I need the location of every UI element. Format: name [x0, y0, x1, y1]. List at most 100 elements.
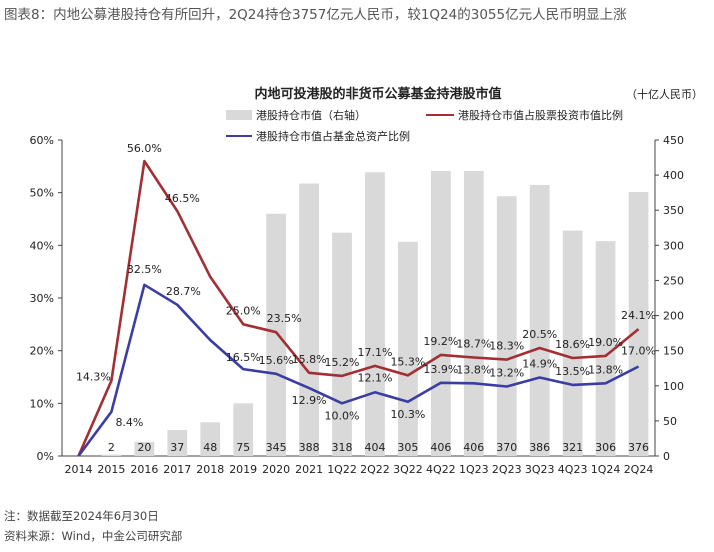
- line2-value-label: 32.5%: [127, 263, 162, 276]
- x-tick-label: 3Q23: [525, 463, 555, 476]
- x-tick-label: 2019: [229, 463, 257, 476]
- series-line-2: [77, 283, 640, 457]
- line1-value-label: 18.7%: [456, 338, 491, 351]
- right-tick-label: 450: [663, 134, 684, 147]
- bar: [167, 430, 188, 456]
- bar-value-label: 404: [364, 441, 385, 454]
- bar-value-label: 2: [108, 441, 115, 454]
- bar-value-label: 370: [496, 441, 517, 454]
- bar: [430, 170, 451, 457]
- line2-value-label: 13.8%: [588, 363, 623, 376]
- x-tick-label: 1Q23: [459, 463, 489, 476]
- right-tick-label: 200: [663, 310, 684, 323]
- bar: [628, 191, 649, 456]
- left-tick-label: 10%: [30, 397, 54, 410]
- bar: [398, 241, 418, 456]
- right-tick-label: 0: [663, 450, 670, 463]
- bar-value-label: 386: [529, 441, 550, 454]
- line2-value-label: 13.8%: [456, 363, 491, 376]
- x-tick-label: 2016: [130, 463, 158, 476]
- line2-value-label: 15.6%: [259, 354, 294, 367]
- right-tick-label: 50: [663, 415, 677, 428]
- line1-value-label: 15.3%: [390, 355, 425, 368]
- x-tick-label: 2021: [295, 463, 323, 476]
- bar-value-label: 406: [463, 441, 484, 454]
- legend-bar-label: 港股持仓市值（右轴）: [256, 108, 366, 122]
- line1-value-label: 46.5%: [165, 192, 200, 205]
- line1-value-label: 14.3%: [76, 371, 111, 384]
- line1-value-label: 19.0%: [588, 336, 623, 349]
- bar: [463, 170, 484, 457]
- left-tick-label: 60%: [30, 134, 54, 147]
- x-tick-label: 4Q23: [558, 463, 588, 476]
- bar-value-label: 37: [170, 441, 184, 454]
- bar: [496, 196, 517, 456]
- line1-value-label: 23.5%: [267, 312, 302, 325]
- right-tick-label: 300: [663, 239, 684, 252]
- bar: [101, 454, 122, 456]
- chart-container: 内地可投港股的非货币公募基金持港股市值 （十亿人民币） 港股持仓市值（右轴） 港股持仓…: [0, 70, 714, 500]
- bar-value-label: 345: [266, 441, 287, 454]
- line2-value-label: 8.4%: [115, 416, 143, 429]
- x-tick-label: 2014: [64, 463, 92, 476]
- x-tick-label: 2Q24: [624, 463, 654, 476]
- line2-value-label: 13.9%: [423, 363, 458, 376]
- right-tick-label: 400: [663, 169, 684, 182]
- x-tick-label: 2015: [97, 463, 125, 476]
- bar: [200, 422, 221, 456]
- line1-value-label: 19.2%: [423, 335, 458, 348]
- right-tick-label: 350: [663, 204, 684, 217]
- bar-value-label: 305: [397, 441, 418, 454]
- bar: [595, 241, 616, 456]
- chart-svg: 内地可投港股的非货币公募基金持港股市值 （十亿人民币） 港股持仓市值（右轴） 港股持仓…: [30, 86, 703, 476]
- x-tick-label: 4Q22: [426, 463, 456, 476]
- line1-value-label: 18.6%: [555, 338, 590, 351]
- bar: [529, 184, 550, 456]
- line2-value-label: 13.5%: [555, 365, 590, 378]
- series-line-1: [77, 159, 640, 457]
- right-tick-label: 100: [663, 380, 684, 393]
- left-tick-label: 20%: [30, 345, 54, 358]
- bar-value-label: 306: [595, 441, 616, 454]
- line2-value-label: 17.0%: [621, 344, 656, 357]
- right-tick-label: 150: [663, 345, 684, 358]
- x-tick-label: 3Q22: [393, 463, 423, 476]
- line1-value-label: 25.0%: [226, 304, 261, 317]
- chart-title: 内地可投港股的非货币公募基金持港股市值: [254, 86, 501, 102]
- line2-value-label: 28.7%: [166, 285, 201, 298]
- x-tick-label: 1Q24: [591, 463, 621, 476]
- bar: [266, 213, 287, 456]
- line2-value-label: 14.9%: [522, 358, 557, 371]
- line2-value-label: 12.1%: [357, 371, 392, 384]
- line1-value-label: 18.3%: [489, 340, 524, 353]
- data-source: 资料来源：Wind，中金公司研究部: [4, 529, 183, 543]
- unit-label: （十亿人民币）: [626, 87, 703, 101]
- line1-value-label: 20.5%: [522, 328, 557, 341]
- bar-value-label: 75: [236, 441, 250, 454]
- bar-value-label: 388: [299, 441, 320, 454]
- data-note: 注：数据截至2024年6月30日: [4, 509, 159, 523]
- bar: [332, 232, 352, 456]
- left-tick-label: 40%: [30, 239, 54, 252]
- line1-value-label: 15.8%: [292, 353, 327, 366]
- bar-value-label: 20: [137, 441, 151, 454]
- bar: [299, 183, 319, 456]
- line2-value-label: 12.9%: [292, 394, 327, 407]
- x-tick-label: 1Q22: [327, 463, 357, 476]
- x-tick-label: 2Q23: [492, 463, 522, 476]
- left-tick-label: 0%: [37, 450, 54, 463]
- bar: [562, 230, 583, 456]
- legend-line1-label: 港股持仓市值占股票投资市值比例: [458, 108, 623, 122]
- line2-value-label: 10.3%: [390, 408, 425, 421]
- line2-value-label: 10.0%: [325, 409, 360, 422]
- line1-value-label: 15.2%: [325, 356, 360, 369]
- bar-value-label: 48: [203, 441, 217, 454]
- x-tick-label: 2Q22: [360, 463, 390, 476]
- x-tick-label: 2017: [163, 463, 191, 476]
- bar: [233, 403, 254, 456]
- bar-value-label: 406: [430, 441, 451, 454]
- legend-bar-swatch: [226, 110, 252, 120]
- legend-line2-label: 港股持仓市值占基金总资产比例: [256, 129, 410, 143]
- bar-value-label: 376: [628, 441, 649, 454]
- left-tick-label: 30%: [30, 292, 54, 305]
